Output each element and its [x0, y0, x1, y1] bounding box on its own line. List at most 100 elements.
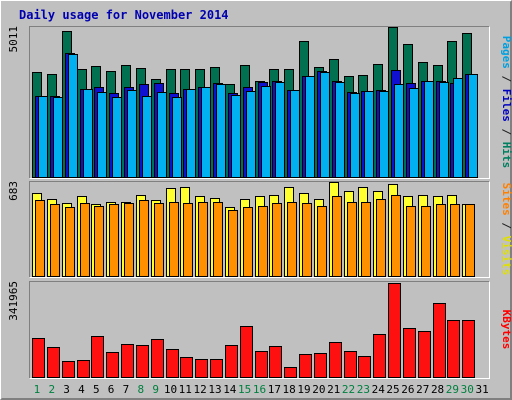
- bar-sites-day-9: [154, 203, 164, 277]
- day-label-7: 7: [123, 383, 130, 396]
- day-label-28: 28: [431, 383, 444, 396]
- bar-sites-day-15: [243, 207, 253, 277]
- bar-kbytes-day-4: [77, 360, 90, 378]
- panel-border-highlight: [29, 181, 490, 278]
- bar-pages-day-29: [453, 78, 463, 178]
- day-label-24: 24: [372, 383, 386, 396]
- chart-panels: 5011 Pages / Files / Hits 683 Sites / Visit…: [7, 26, 512, 379]
- side-label-part: /: [500, 69, 512, 89]
- bar-kbytes-day-12: [195, 359, 208, 378]
- bar-kbytes-day-3: [62, 361, 75, 378]
- bar-kbytes-day-25: [388, 283, 401, 378]
- bar-pages-day-3: [68, 54, 78, 178]
- bar-sites-day-13: [213, 202, 223, 277]
- panel-max-label: 341965: [7, 281, 20, 321]
- day-label-13: 13: [208, 383, 221, 396]
- panel-side-label: Sites / Visits: [500, 183, 512, 276]
- bar-kbytes-day-11: [180, 357, 193, 378]
- panel-border-shadow: [29, 26, 490, 179]
- bar-sites-day-18: [287, 202, 297, 277]
- bar-sites-day-12: [198, 202, 208, 277]
- bar-pages-day-30: [468, 74, 478, 178]
- bar-sites-day-19: [302, 203, 312, 277]
- bar-kbytes-day-19: [299, 354, 312, 378]
- bar-pages-day-7: [127, 90, 137, 178]
- bar-kbytes-day-17: [269, 346, 282, 378]
- bar-pages-day-25: [394, 84, 404, 178]
- bar-pages-day-23: [364, 91, 374, 178]
- bar-kbytes-day-20: [314, 353, 327, 378]
- panel-max-label: 5011: [7, 26, 20, 53]
- bar-kbytes-day-29: [447, 320, 460, 378]
- day-label-21: 21: [327, 383, 340, 396]
- day-label-25: 25: [386, 383, 399, 396]
- bar-pages-day-14: [231, 95, 241, 178]
- bar-sites-day-30: [465, 204, 475, 277]
- panel-border-highlight: [29, 281, 490, 379]
- bar-pages-day-12: [201, 87, 211, 178]
- bar-kbytes-day-24: [373, 334, 386, 378]
- day-label-11: 11: [179, 383, 192, 396]
- bar-kbytes-day-1: [32, 338, 45, 378]
- bar-kbytes-day-8: [136, 345, 149, 378]
- bar-sites-day-3: [65, 207, 75, 277]
- side-label-part: /: [500, 122, 512, 142]
- bar-pages-day-11: [186, 89, 196, 178]
- bar-kbytes-day-22: [344, 351, 357, 378]
- bar-sites-day-24: [376, 199, 386, 277]
- bar-pages-day-18: [290, 90, 300, 178]
- bar-pages-day-19: [305, 76, 315, 178]
- bar-sites-day-27: [421, 206, 431, 277]
- bar-kbytes-day-7: [121, 344, 134, 378]
- bar-sites-day-21: [332, 196, 342, 277]
- day-label-1: 1: [34, 383, 41, 396]
- bar-pages-day-8: [142, 96, 152, 178]
- bar-sites-day-4: [80, 203, 90, 277]
- side-label-part: /: [500, 216, 512, 236]
- day-label-22: 22: [342, 383, 355, 396]
- panel-side-label: KBytes: [500, 310, 512, 350]
- bar-sites-day-17: [272, 203, 282, 277]
- side-label-part: Sites: [500, 183, 512, 216]
- bar-kbytes-day-14: [225, 345, 238, 378]
- day-label-17: 17: [268, 383, 281, 396]
- bar-sites-day-28: [436, 204, 446, 277]
- day-label-10: 10: [164, 383, 177, 396]
- bar-sites-day-25: [391, 195, 401, 277]
- bar-sites-day-20: [317, 206, 327, 277]
- day-label-4: 4: [78, 383, 85, 396]
- bar-kbytes-day-15: [240, 326, 253, 378]
- bar-pages-day-4: [83, 89, 93, 178]
- panel-hits-files-pages: 5011 Pages / Files / Hits: [7, 26, 512, 179]
- panel-max-label: 683: [7, 181, 20, 201]
- day-label-15: 15: [238, 383, 251, 396]
- day-label-23: 23: [357, 383, 370, 396]
- bar-sites-day-5: [94, 206, 104, 277]
- bar-pages-day-20: [320, 72, 330, 178]
- chart-title: Daily usage for November 2014: [19, 8, 229, 22]
- panel-border-highlight: [29, 26, 490, 179]
- day-label-20: 20: [312, 383, 325, 396]
- bar-sites-day-11: [183, 203, 193, 277]
- bar-sites-day-29: [450, 204, 460, 277]
- bar-kbytes-day-10: [166, 349, 179, 378]
- bar-pages-day-1: [38, 96, 48, 178]
- side-label-part: KBytes: [500, 310, 512, 350]
- panel-visits-sites: 683 Sites / Visits: [7, 181, 512, 278]
- bar-sites-day-14: [228, 210, 238, 277]
- day-label-29: 29: [446, 383, 459, 396]
- day-label-5: 5: [93, 383, 100, 396]
- day-label-14: 14: [223, 383, 237, 396]
- bar-sites-day-8: [139, 200, 149, 277]
- bar-pages-day-13: [216, 84, 226, 178]
- day-label-2: 2: [48, 383, 55, 396]
- bar-kbytes-day-28: [433, 303, 446, 378]
- bar-sites-day-22: [347, 202, 357, 277]
- bar-sites-day-26: [406, 206, 416, 277]
- day-label-3: 3: [63, 383, 70, 396]
- bar-pages-day-9: [157, 92, 167, 178]
- side-label-part: Files: [500, 89, 512, 122]
- day-label-16: 16: [253, 383, 266, 396]
